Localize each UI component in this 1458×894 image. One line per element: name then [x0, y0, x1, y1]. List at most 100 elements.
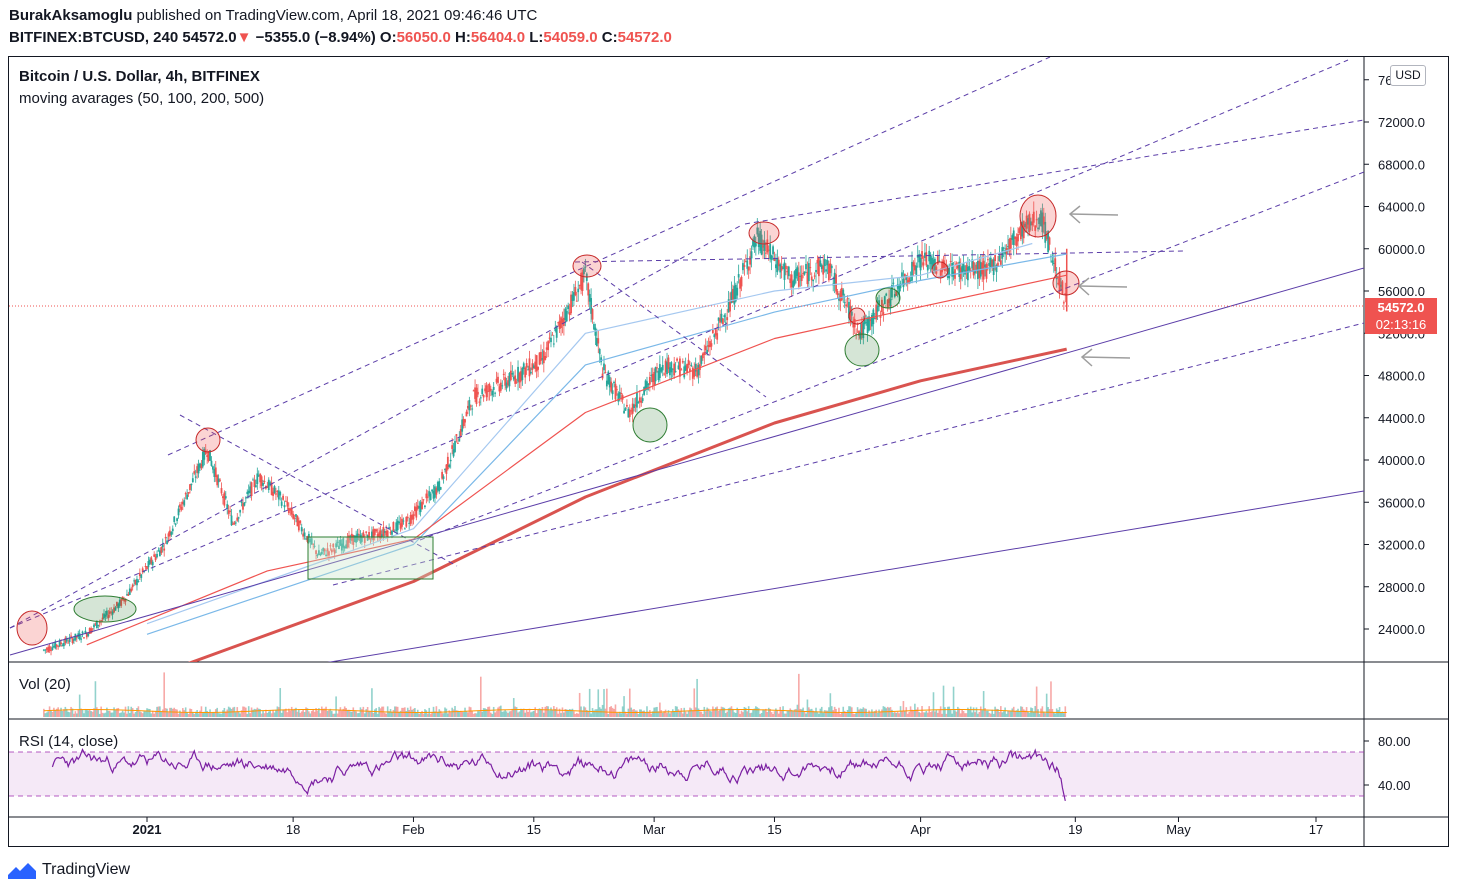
volume-bar: [398, 712, 400, 717]
candle: [230, 515, 233, 526]
volume-bar: [1051, 708, 1054, 717]
candle: [628, 409, 631, 417]
volume-bar: [945, 713, 948, 717]
volume-bar: [586, 710, 588, 717]
volume-bar: [160, 711, 163, 717]
volume-bar: [98, 713, 101, 717]
candle: [693, 369, 696, 377]
candle: [551, 334, 554, 336]
volume-bar: [318, 708, 320, 717]
candle: [617, 393, 620, 402]
candle: [941, 261, 943, 273]
volume-bar: [621, 706, 624, 717]
candle: [247, 490, 250, 494]
symbol-info: BITFINEX:BTCUSD, 240 54572.0▼ −5355.0 (−…: [9, 29, 672, 46]
candle: [671, 368, 674, 370]
volume-bar: [793, 709, 796, 717]
volume-bar: [664, 709, 667, 717]
candle: [210, 460, 213, 466]
candle: [1025, 215, 1028, 229]
candle: [257, 475, 260, 477]
candle: [817, 257, 820, 277]
candle: [823, 258, 826, 267]
volume-bar: [1000, 706, 1002, 717]
volume-bar: [104, 712, 107, 717]
volume-bar: [813, 711, 816, 717]
volume-bar: [53, 707, 55, 717]
candle: [905, 275, 908, 281]
candle: [279, 491, 282, 496]
candle: [263, 480, 266, 482]
candle: [429, 493, 432, 500]
candle: [292, 513, 295, 519]
candle: [438, 481, 441, 492]
candle: [727, 299, 730, 313]
volume-bar: [1045, 693, 1048, 717]
price-tick-label: 64000.0: [1378, 200, 1425, 215]
currency-button[interactable]: USD: [1390, 65, 1426, 86]
candle: [600, 357, 603, 363]
volume-bar: [147, 708, 150, 717]
volume-bar: [437, 711, 439, 717]
candle: [644, 380, 647, 389]
volume-bar: [593, 710, 595, 717]
candle: [150, 557, 153, 564]
volume-bar: [512, 698, 515, 717]
volume-bar: [143, 711, 145, 717]
volume-bar: [76, 713, 78, 717]
candle: [961, 265, 964, 274]
volume-bar: [77, 709, 80, 717]
volume-bar: [154, 710, 157, 717]
volume-bar: [704, 711, 707, 717]
volume-bar: [1064, 706, 1067, 717]
candle: [726, 317, 729, 321]
candle: [413, 506, 416, 512]
volume-bar: [620, 713, 622, 717]
candle: [187, 492, 190, 494]
candle: [48, 646, 51, 651]
candle: [120, 599, 123, 606]
volume-bar: [869, 712, 872, 717]
time-tick-label: 15: [527, 822, 541, 837]
candle: [892, 282, 895, 284]
candle: [1051, 260, 1054, 263]
candle: [378, 532, 380, 538]
volume-bar: [733, 712, 736, 717]
candle: [239, 510, 242, 513]
volume-bar: [399, 710, 402, 717]
candle: [223, 492, 226, 506]
candle: [448, 464, 451, 467]
candle: [584, 266, 587, 268]
volume-bar: [776, 710, 779, 717]
volume-bar: [176, 709, 178, 717]
candle: [340, 543, 343, 551]
candle: [906, 279, 909, 284]
candle: [1014, 236, 1017, 240]
volume-bar: [1010, 711, 1012, 717]
candle: [45, 648, 48, 650]
tradingview-logo[interactable]: TradingView: [8, 861, 130, 879]
candle: [409, 515, 412, 524]
volume-bar: [570, 709, 572, 717]
volume-bar: [355, 711, 357, 717]
volume-bar: [474, 713, 476, 717]
volume-bar: [716, 706, 718, 717]
candle: [568, 312, 571, 315]
volume-bar: [372, 712, 375, 717]
volume-bar: [199, 710, 201, 717]
volume-bar: [540, 709, 542, 717]
candle: [878, 300, 880, 307]
candle: [478, 401, 481, 403]
candle: [214, 467, 217, 477]
candle: [668, 367, 671, 376]
volume-bar: [795, 708, 797, 717]
candle: [459, 428, 462, 437]
volume-bar: [671, 709, 674, 717]
volume-bar: [558, 708, 561, 717]
candle: [587, 283, 590, 296]
candle: [128, 588, 131, 595]
volume-bar: [981, 710, 984, 717]
volume-bar: [759, 713, 761, 717]
volume-bar: [1032, 711, 1035, 717]
